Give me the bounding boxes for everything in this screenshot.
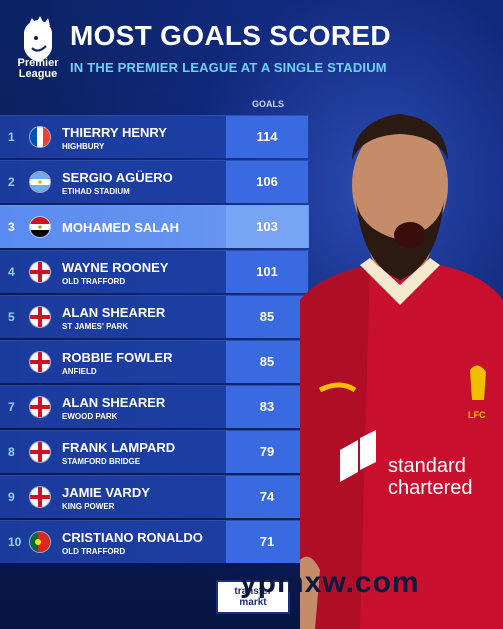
rank: 1 (8, 130, 15, 144)
player-name: FRANK LAMPARD (62, 440, 176, 455)
goals-value: 85 (226, 341, 308, 383)
england-flag-icon (30, 352, 50, 372)
rank: 5 (8, 310, 15, 324)
table-row: 3 MOHAMED SALAH 103 (0, 205, 309, 248)
england-flag-icon (30, 442, 50, 462)
standard-chartered-logo-icon (340, 430, 376, 482)
goals-value: 101 (226, 251, 308, 293)
argentina-flag-icon (30, 172, 50, 192)
premier-league-lion-icon (24, 16, 52, 62)
stadium-name: ETIHAD STADIUM (62, 187, 130, 196)
player-name: CRISTIANO RONALDO (62, 530, 203, 545)
page-subtitle: IN THE PREMIER LEAGUE AT A SINGLE STADIU… (70, 60, 387, 75)
header: Premier League MOST GOALS SCORED IN THE … (0, 0, 503, 96)
premier-league-label: Premier League (17, 57, 59, 80)
table-row: 8 FRANK LAMPARD STAMFORD BRIDGE 79 (0, 430, 309, 473)
table-row: 5 ALAN SHEARER ST JAMES' PARK 85 (0, 295, 309, 338)
england-flag-icon (30, 397, 50, 417)
head (352, 123, 448, 247)
transfermarkt-badge: transfer markt (216, 580, 290, 614)
goals-value: 103 (226, 206, 308, 248)
player-name: ALAN SHEARER (62, 395, 166, 410)
jersey-shadow (300, 265, 370, 629)
egypt-flag-icon (30, 217, 50, 237)
open-mouth (394, 222, 426, 248)
hair (352, 114, 448, 160)
player-name: THIERRY HENRY (62, 125, 167, 140)
badge-line-2: markt (239, 597, 267, 608)
badge-label: transfer markt (220, 586, 286, 608)
stadium-name: ST JAMES' PARK (62, 322, 129, 331)
goals-value: 106 (226, 161, 308, 203)
rank: 2 (8, 175, 15, 189)
goals-value: 74 (226, 476, 308, 518)
stadium-name: EWOOD PARK (62, 412, 118, 421)
stadium-name: ANFIELD (62, 367, 97, 376)
rank: 3 (8, 220, 15, 234)
badge-line-1: transfer (234, 586, 272, 597)
table-row: 10 CRISTIANO RONALDO OLD TRAFFORD 71 (0, 520, 309, 563)
player-name: JAMIE VARDY (62, 485, 150, 500)
england-flag-icon (30, 487, 50, 507)
rank: 9 (8, 490, 15, 504)
goals-value: 71 (226, 521, 308, 563)
sponsor-line-2: chartered (388, 477, 473, 499)
sponsor-line-1: standard (388, 455, 466, 477)
stadium-name: STAMFORD BRIDGE (62, 457, 141, 466)
crest-label: LFC (468, 410, 486, 420)
watermark: ypmxw.com (240, 566, 420, 599)
table-row: 2 SERGIO AGÜERO ETIHAD STADIUM 106 (0, 160, 309, 203)
nike-swoosh-icon (318, 382, 357, 393)
stadium-name: HIGHBURY (62, 142, 105, 151)
table-row: 7 ALAN SHEARER EWOOD PARK 83 (0, 385, 309, 428)
stadium-name: KING POWER (62, 502, 115, 511)
goals-value: 79 (226, 431, 308, 473)
portugal-flag-icon (30, 532, 50, 552)
rank: 10 (8, 535, 22, 549)
goals-column-header: GOALS (251, 99, 284, 109)
england-flag-icon (30, 262, 50, 282)
rank: 7 (8, 400, 15, 414)
rank (8, 341, 26, 383)
table-row: 1 THIERRY HENRY HIGHBURY 114 (0, 115, 309, 158)
player-name: MOHAMED SALAH (62, 220, 179, 235)
page-title: MOST GOALS SCORED (70, 20, 391, 51)
table-row: 9 JAMIE VARDY KING POWER 74 (0, 475, 309, 518)
rank: 8 (8, 445, 15, 459)
rank: 4 (8, 265, 15, 279)
player-illustration: LFC standard chartered (300, 114, 503, 629)
stadium-name: OLD TRAFFORD (62, 277, 126, 286)
france-flag-icon (30, 127, 50, 147)
table-row: ROBBIE FOWLER ANFIELD 85 (0, 340, 309, 383)
liverpool-crest-icon (470, 365, 486, 400)
goals-value: 114 (226, 116, 308, 158)
player-name: WAYNE ROONEY (62, 260, 169, 275)
player-name: ALAN SHEARER (62, 305, 166, 320)
goals-value: 85 (226, 296, 308, 338)
goals-value: 83 (226, 386, 308, 428)
hand (300, 556, 320, 629)
stadium-name: OLD TRAFFORD (62, 547, 126, 556)
player-name: ROBBIE FOWLER (62, 350, 173, 365)
england-flag-icon (30, 307, 50, 327)
player-name: SERGIO AGÜERO (62, 170, 173, 185)
jersey-collar (360, 258, 440, 305)
table-row: 4 WAYNE ROONEY OLD TRAFFORD 101 (0, 250, 309, 293)
